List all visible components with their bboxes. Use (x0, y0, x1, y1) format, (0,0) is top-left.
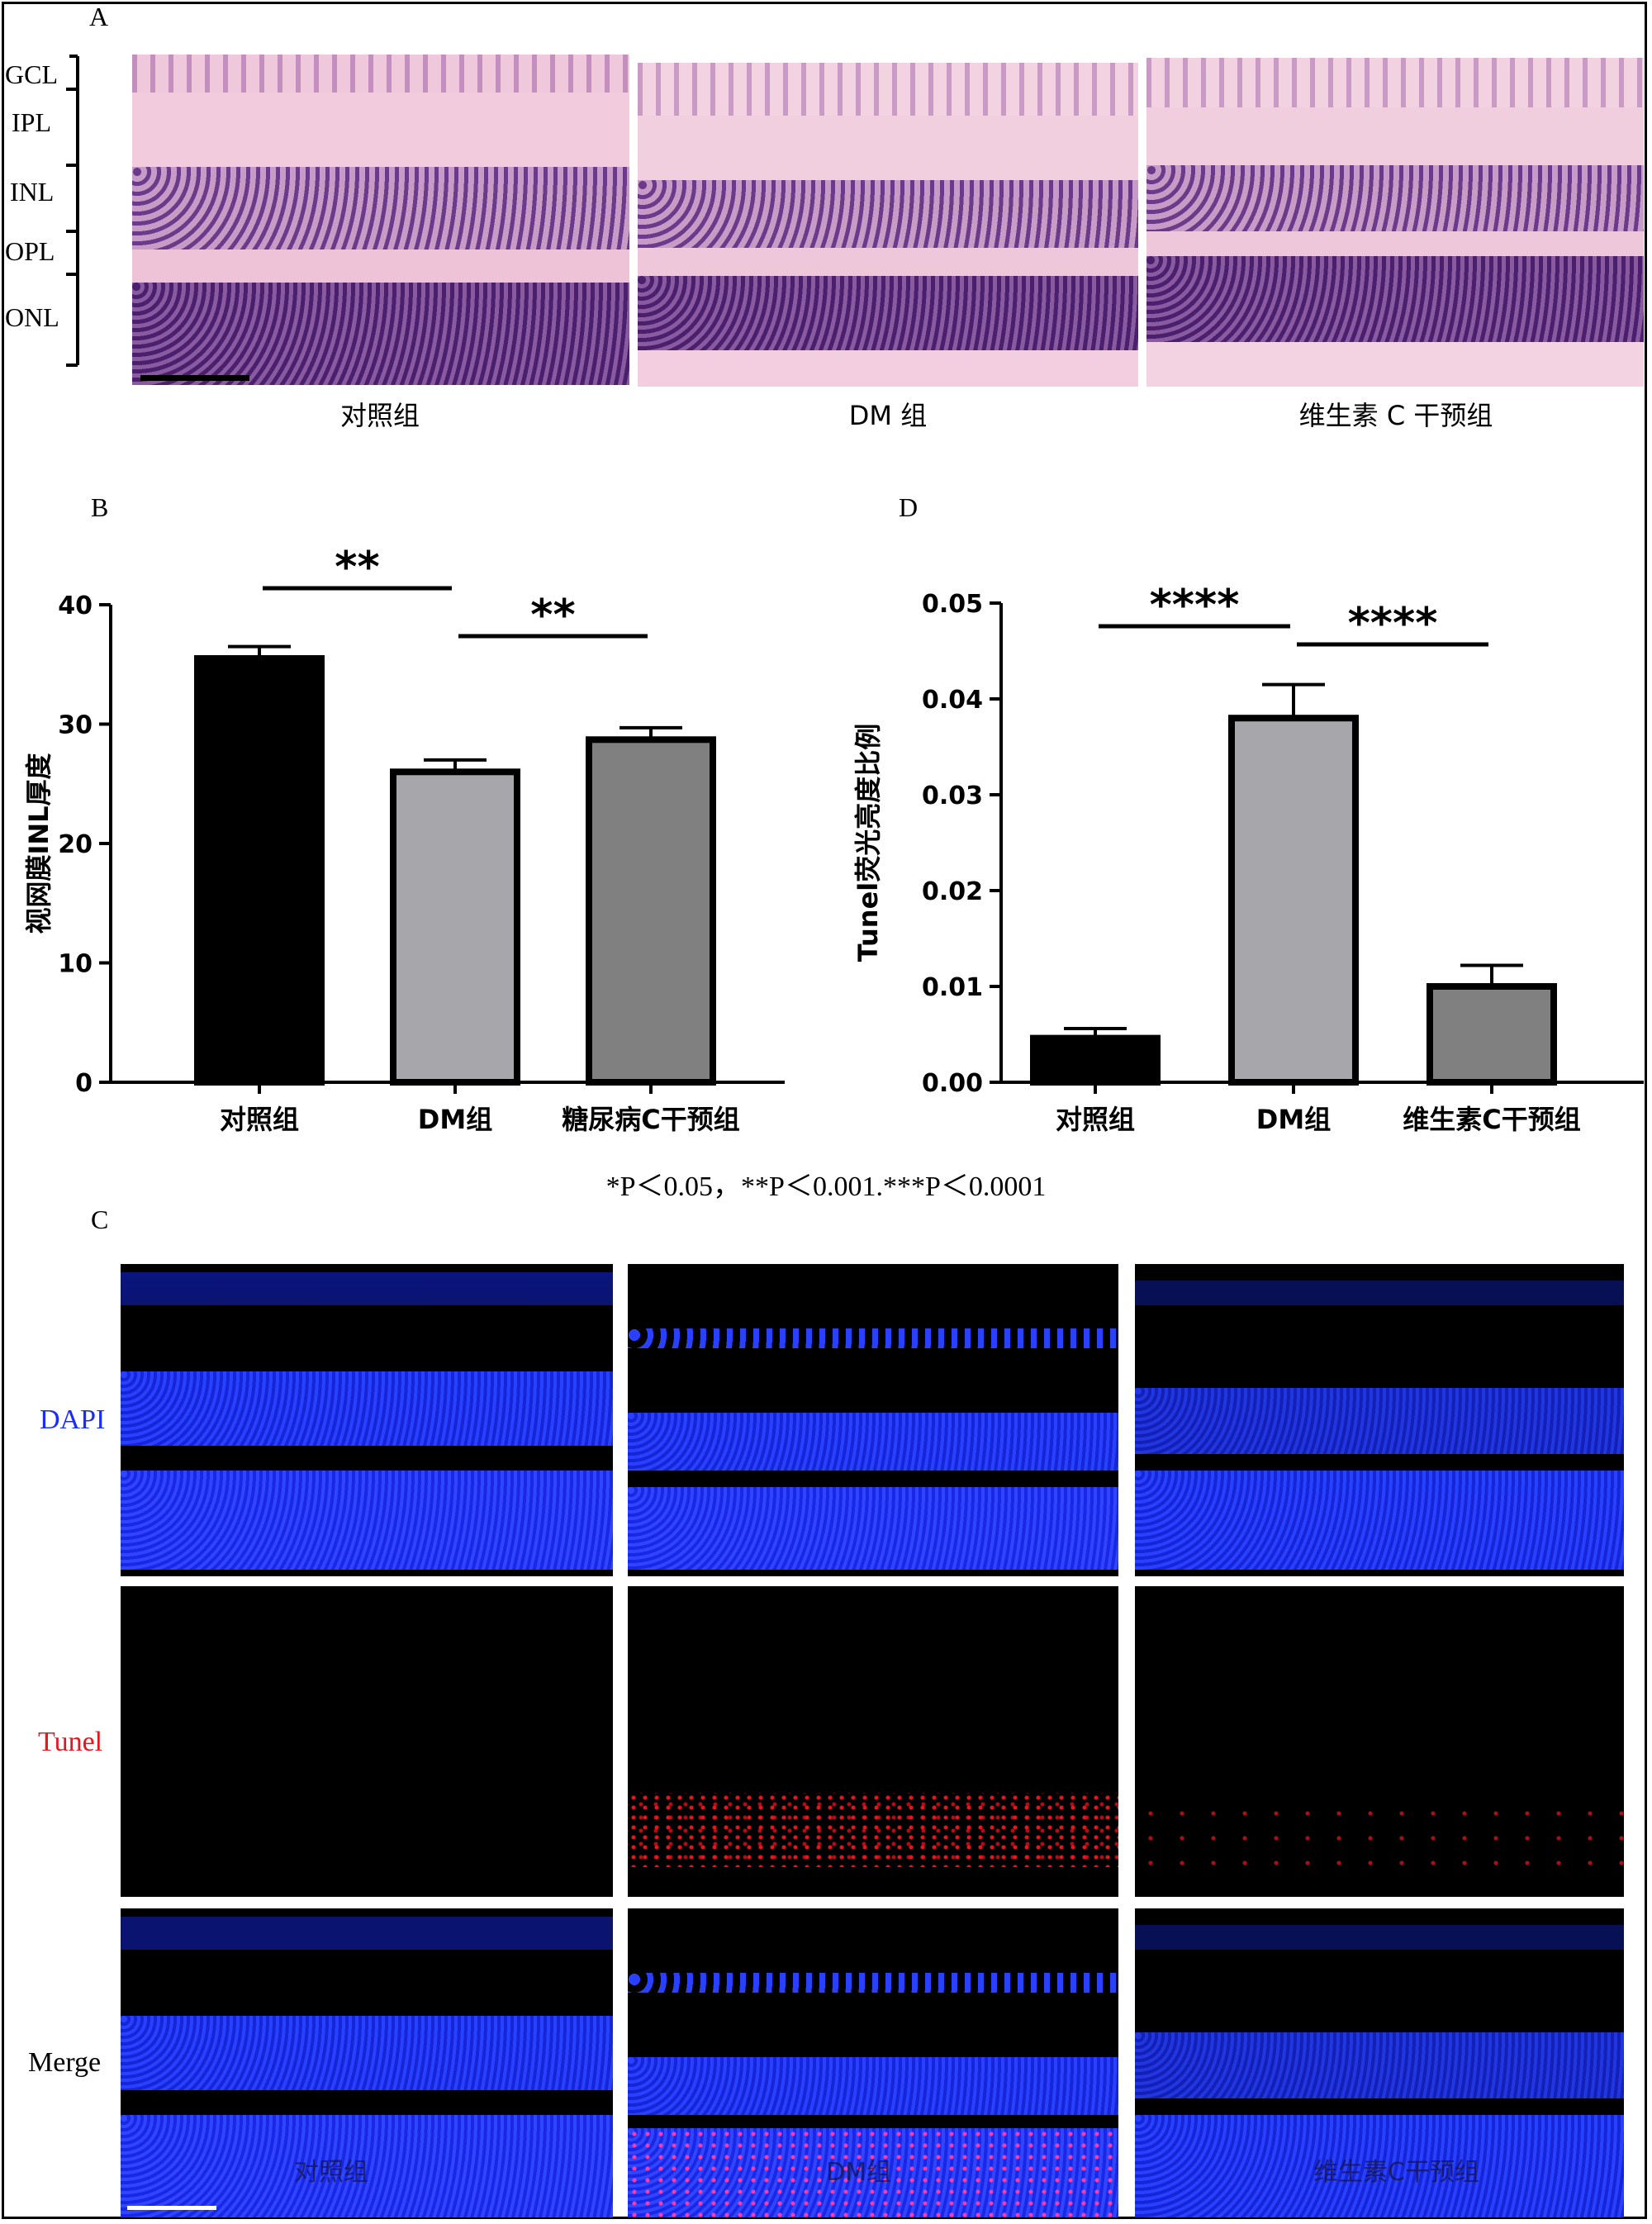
y-tick-label: 0.02 (922, 877, 983, 906)
dapi-image-dm (628, 1264, 1118, 1576)
significance-stars: **** (1348, 599, 1438, 649)
y-tick-label: 0.05 (922, 590, 983, 619)
significance-stars: **** (1150, 581, 1240, 630)
y-tick-label: 20 (58, 830, 93, 859)
tunel-image-control (121, 1586, 613, 1897)
y-axis-label: 视网膜INL厚度 (23, 753, 55, 934)
row-label-dapi: DAPI (40, 1404, 106, 1435)
he-image-vitc (1146, 58, 1644, 387)
he-image-dm (638, 63, 1138, 387)
merge-overlay-vitc: 维生素C干预组 (1313, 2158, 1479, 2187)
y-tick-label: 0 (75, 1069, 93, 1098)
layer-ipl: IPL (12, 107, 51, 137)
y-axis-label: Tunel荧光亮度比例 (852, 724, 884, 962)
layer-onl: ONL (5, 302, 59, 332)
x-tick-label: DM组 (418, 1104, 492, 1135)
y-tick-label: 30 (58, 711, 93, 740)
layer-bracket (66, 55, 79, 367)
y-tick-label: 0.01 (922, 973, 983, 1002)
merge-overlay-dm: DM组 (826, 2158, 891, 2187)
he-label-dm: DM 组 (848, 400, 928, 431)
pvalue-note: *P＜0.05，**P＜0.001.***P＜0.0001 (605, 1171, 1047, 1202)
layer-gcl: GCL (5, 59, 58, 89)
he-image-control (132, 55, 629, 385)
he-label-control: 对照组 (339, 400, 420, 431)
panel-label-d: D (899, 492, 919, 522)
scale-bar-fluor (127, 2206, 216, 2210)
dapi-image-control (121, 1264, 613, 1576)
bar-0 (1030, 1034, 1161, 1086)
dapi-image-vitc (1135, 1264, 1624, 1576)
scale-bar-he (140, 375, 249, 381)
tunel-image-dm (628, 1586, 1118, 1897)
bar-2 (586, 736, 716, 1086)
row-label-tunel: Tunel (38, 1727, 103, 1757)
merge-image-control (121, 1908, 613, 2217)
he-label-vitc: 维生素 C 干预组 (1298, 400, 1493, 431)
bar-1 (390, 768, 520, 1086)
panel-label-b: B (91, 492, 109, 522)
x-tick-label: 维生素C干预组 (1403, 1104, 1581, 1135)
y-tick-label: 0.04 (922, 686, 983, 715)
merge-image-vitc (1135, 1908, 1624, 2217)
x-tick-label: 糖尿病C干预组 (562, 1104, 740, 1135)
layer-opl: OPL (5, 236, 55, 266)
y-tick-label: 40 (58, 592, 93, 620)
x-tick-label: DM组 (1256, 1104, 1331, 1135)
bar-1 (1228, 715, 1359, 1086)
tunel-image-vitc (1135, 1586, 1624, 1897)
significance-stars: ** (530, 591, 575, 640)
layer-inl: INL (10, 177, 55, 207)
row-label-merge: Merge (28, 2047, 102, 2078)
x-tick-label: 对照组 (1056, 1104, 1135, 1135)
merge-overlay-control: 对照组 (294, 2158, 368, 2187)
bar-0 (194, 655, 325, 1086)
merge-image-dm (628, 1908, 1118, 2217)
panel-label-a: A (89, 2, 109, 31)
panel-label-c: C (91, 1205, 109, 1234)
y-tick-label: 10 (58, 950, 93, 979)
x-tick-label: 对照组 (220, 1104, 299, 1135)
bar-2 (1427, 983, 1557, 1086)
y-tick-label: 0.03 (922, 782, 983, 810)
y-tick-label: 0.00 (922, 1069, 983, 1098)
significance-stars: ** (335, 543, 379, 592)
